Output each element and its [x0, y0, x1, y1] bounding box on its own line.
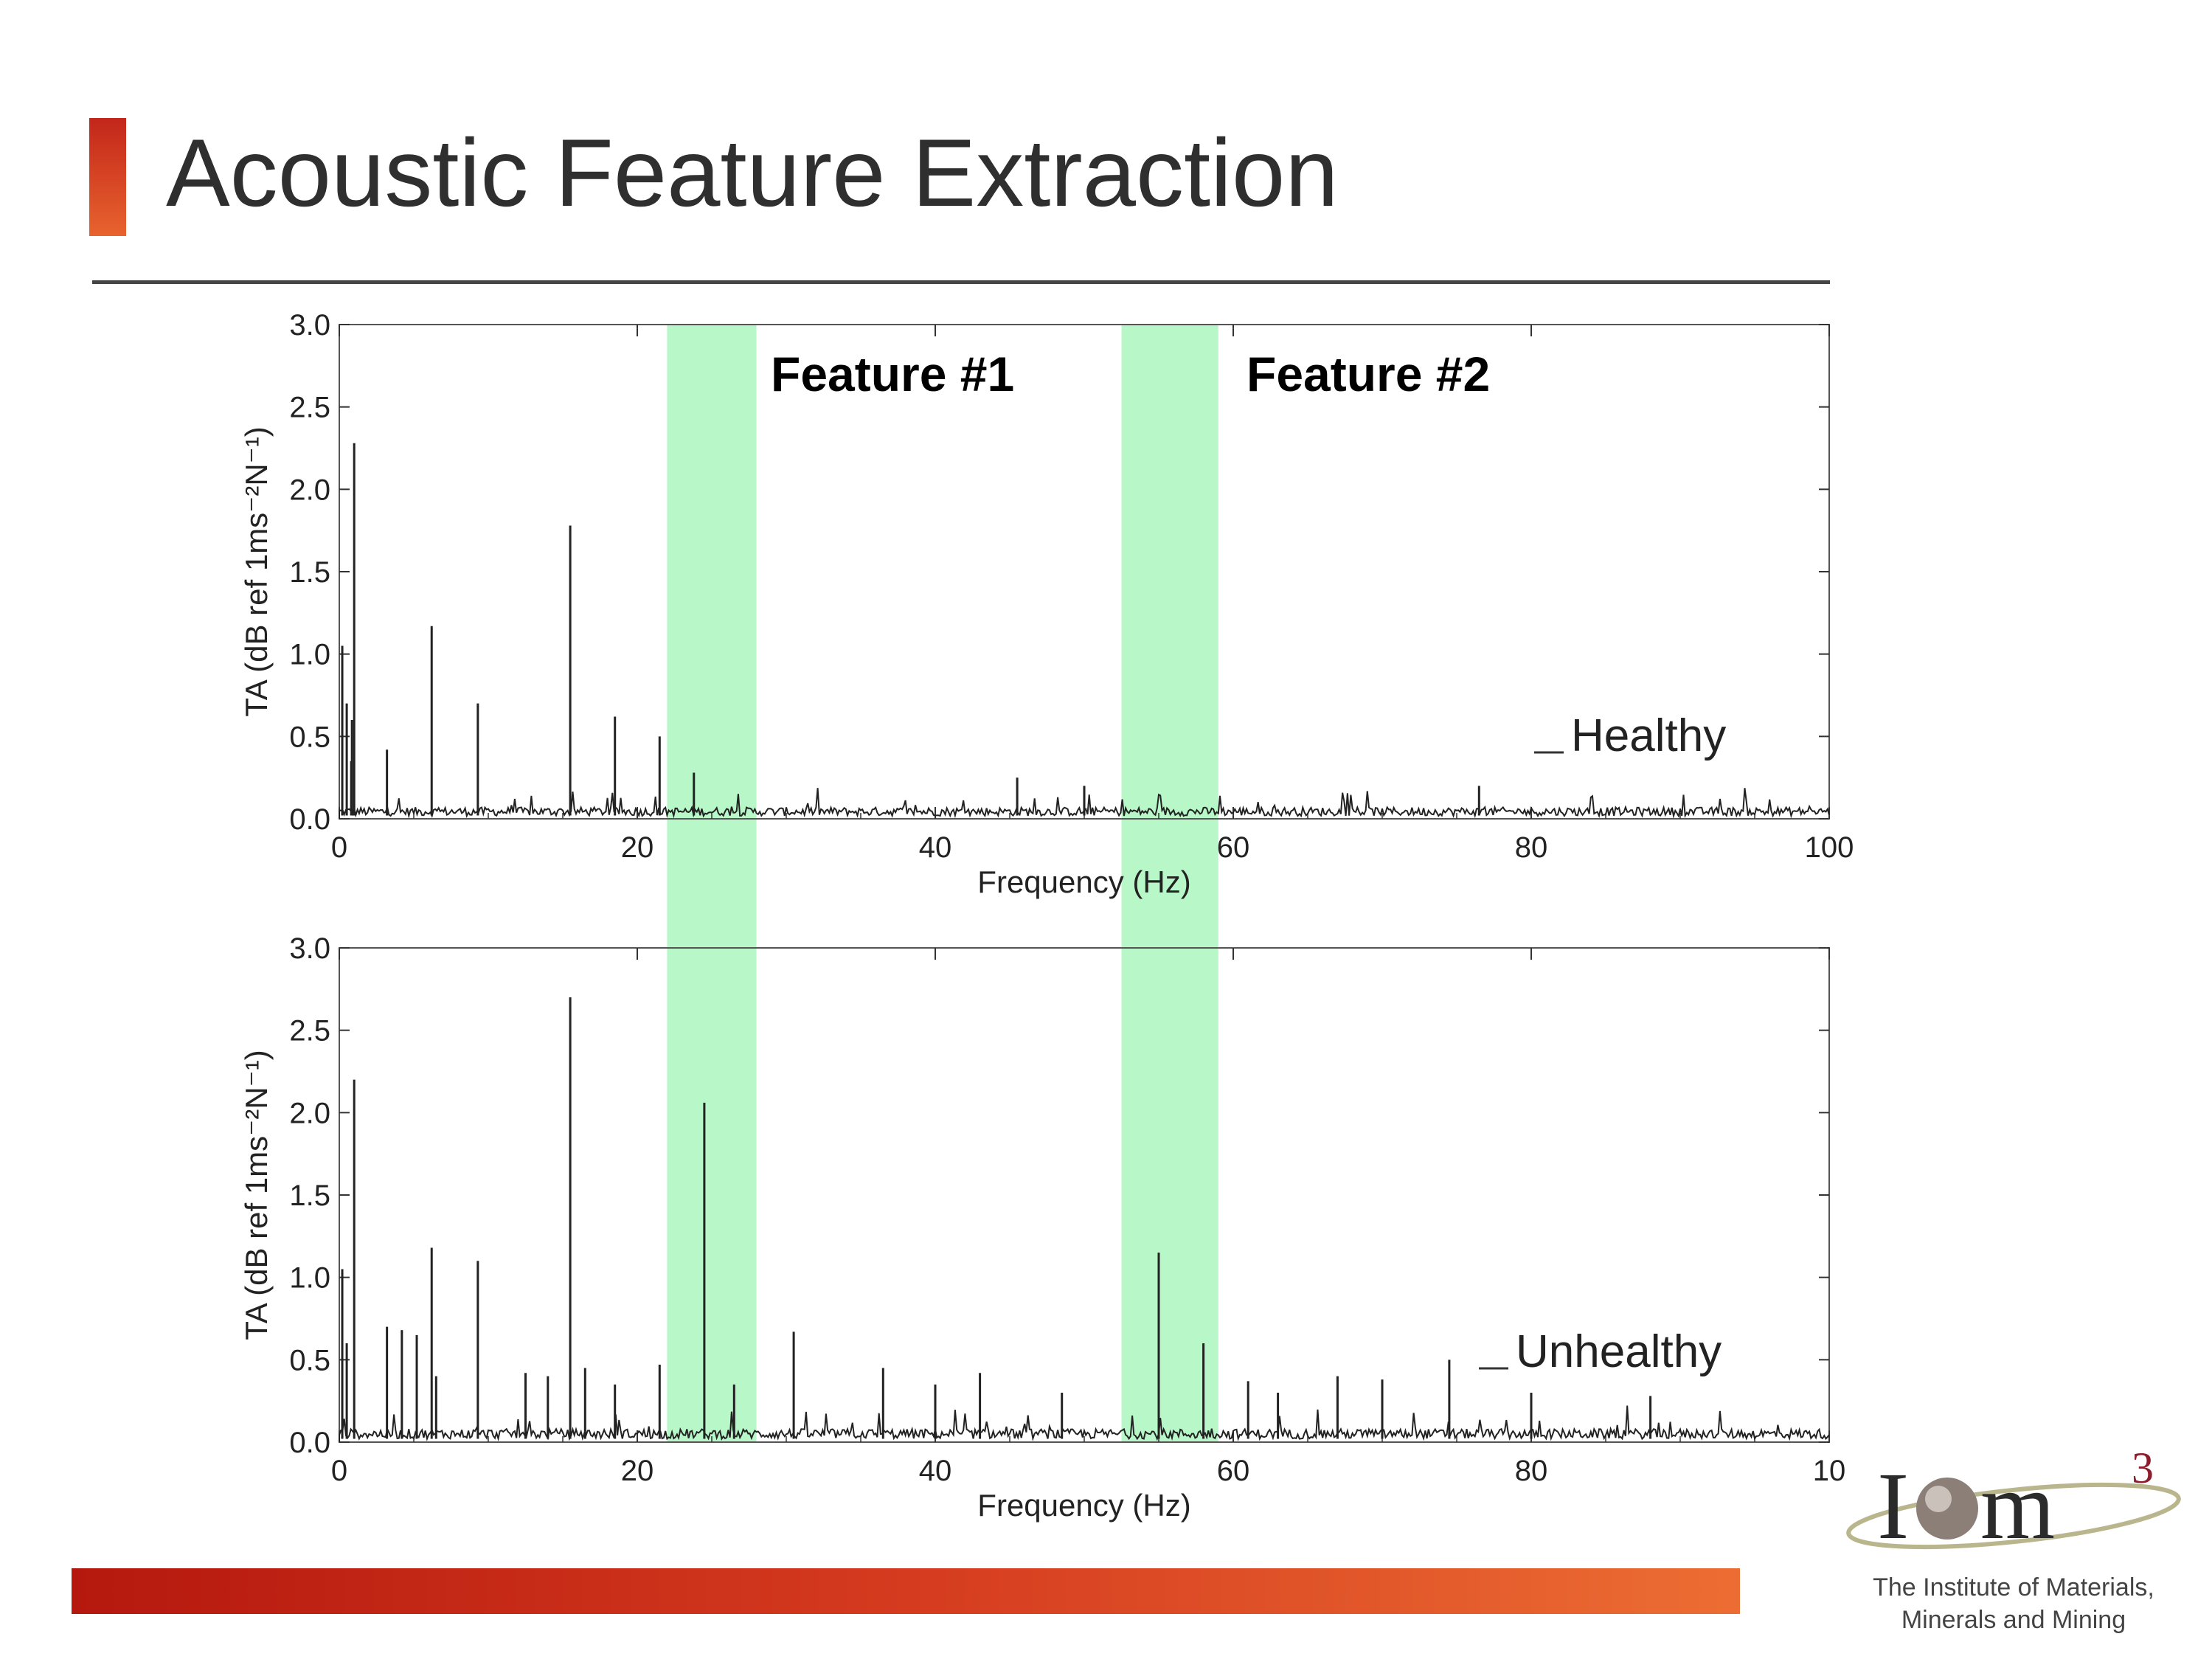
y-tick-label: 2.0 — [289, 1097, 330, 1129]
x-tick-label: 0 — [331, 1455, 347, 1487]
y-tick-label: 2.5 — [289, 1015, 330, 1047]
svg-text:I: I — [1877, 1453, 1909, 1559]
logo-line-1: The Institute of Materials, — [1873, 1573, 2154, 1601]
title-accent-bar — [89, 118, 126, 236]
y-tick-label: 3.0 — [289, 932, 330, 965]
x-tick-label: 0 — [331, 831, 347, 864]
y-tick-label: 1.5 — [289, 556, 330, 589]
legend-label-2: Unhealthy — [1516, 1326, 1722, 1377]
y-tick-label: 0.5 — [289, 721, 330, 753]
x-axis-label: Frequency (Hz) — [977, 865, 1190, 899]
y-tick-label: 0.0 — [289, 1427, 330, 1459]
y-tick-label: 3.0 — [289, 309, 330, 342]
x-tick-label: 60 — [1217, 831, 1250, 864]
x-tick-label: 60 — [1217, 1455, 1250, 1487]
logo-line-2: Minerals and Mining — [1901, 1606, 2126, 1635]
y-tick-label: 1.0 — [289, 639, 330, 671]
y-axis-label: TA (dB ref 1ms⁻²N⁻¹) — [239, 1050, 274, 1340]
feature-label-2: Feature #2 — [1247, 347, 1490, 401]
x-tick-label: 20 — [621, 1455, 654, 1487]
y-tick-label: 2.5 — [289, 392, 330, 424]
x-tick-label: 80 — [1515, 831, 1548, 864]
y-tick-label: 1.5 — [289, 1180, 330, 1212]
title-divider — [92, 280, 1830, 284]
x-tick-label: 40 — [919, 831, 952, 864]
y-tick-label: 1.0 — [289, 1262, 330, 1295]
x-tick-label: 10 — [1813, 1455, 1846, 1487]
svg-text:3: 3 — [2132, 1446, 2154, 1492]
slide-title: Acoustic Feature Extraction — [166, 119, 1339, 226]
legend-label-1: Healthy — [1571, 710, 1726, 761]
y-tick-label: 2.0 — [289, 474, 330, 506]
footer-accent-bar — [72, 1568, 1740, 1614]
y-tick-label: 0.5 — [289, 1344, 330, 1376]
x-tick-label: 80 — [1515, 1455, 1548, 1487]
feature-band-1 — [667, 325, 757, 1442]
feature-band-2 — [1121, 325, 1218, 1442]
x-tick-label: 100 — [1805, 831, 1854, 864]
x-axis-label: Frequency (Hz) — [977, 1488, 1190, 1523]
y-tick-label: 0.0 — [289, 803, 330, 836]
iom3-logo: I m 3 — [1846, 1446, 2181, 1559]
x-tick-label: 20 — [621, 831, 654, 864]
logo-caption: The Institute of Materials, Minerals and… — [1837, 1571, 2191, 1636]
x-tick-label: 40 — [919, 1455, 952, 1487]
feature-label-1: Feature #1 — [771, 347, 1014, 401]
y-axis-label: TA (dB ref 1ms⁻²N⁻¹) — [239, 426, 274, 717]
svg-text:m: m — [1980, 1453, 2055, 1559]
